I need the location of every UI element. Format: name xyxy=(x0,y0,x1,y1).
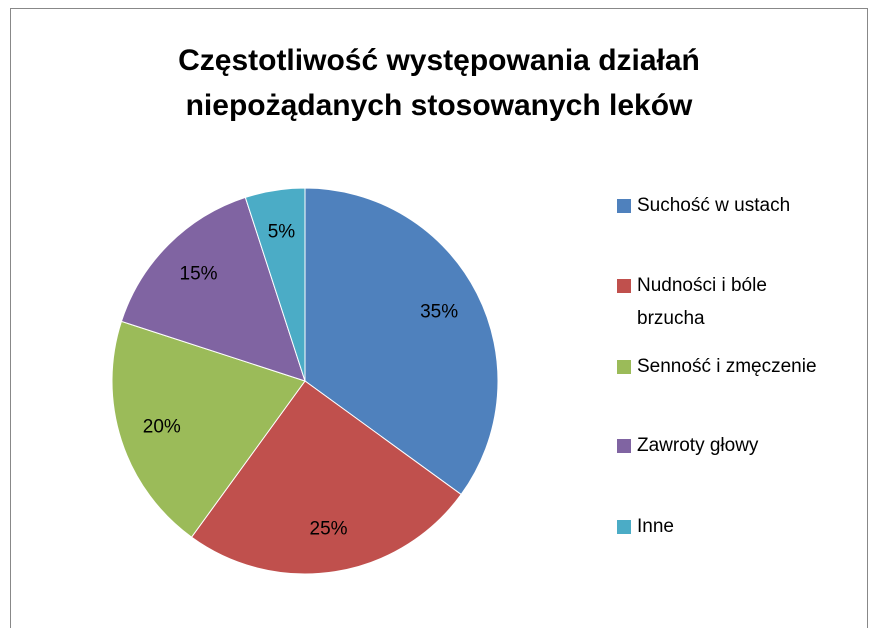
legend-label: Senność i zmęczenie xyxy=(637,356,817,377)
legend-label: Inne xyxy=(637,516,674,537)
pie-slice xyxy=(244,187,306,382)
pie-slice xyxy=(120,196,306,382)
legend-item: Nudności i bóle brzucha xyxy=(617,269,837,335)
legend-item: Inne xyxy=(617,510,837,543)
legend-swatch xyxy=(617,279,631,293)
legend-item: Suchość w ustach xyxy=(617,189,837,222)
legend-swatch xyxy=(617,199,631,213)
chart-title-box: Częstotliwość występowania działań niepo… xyxy=(10,38,868,128)
chart-border xyxy=(10,8,868,628)
data-label: 15% xyxy=(180,264,218,285)
data-label: 25% xyxy=(310,519,348,540)
legend-label: Suchość w ustach xyxy=(637,195,791,216)
legend-swatch xyxy=(617,520,631,534)
pie-slice xyxy=(190,380,462,575)
legend-label: Nudności i bóle brzucha xyxy=(637,275,767,329)
data-label: 5% xyxy=(268,221,296,242)
legend-item: Zawroty głowy xyxy=(617,429,837,462)
legend-swatch xyxy=(617,439,631,453)
legend-item: Senność i zmęczenie xyxy=(617,350,837,383)
data-label: 35% xyxy=(420,302,458,323)
pie-slice xyxy=(111,320,306,538)
legend-label: Zawroty głowy xyxy=(637,435,759,456)
pie-slice xyxy=(304,187,499,496)
chart-title: Częstotliwość występowania działań niepo… xyxy=(178,44,700,122)
legend-swatch xyxy=(617,360,631,374)
data-label: 20% xyxy=(143,417,181,438)
